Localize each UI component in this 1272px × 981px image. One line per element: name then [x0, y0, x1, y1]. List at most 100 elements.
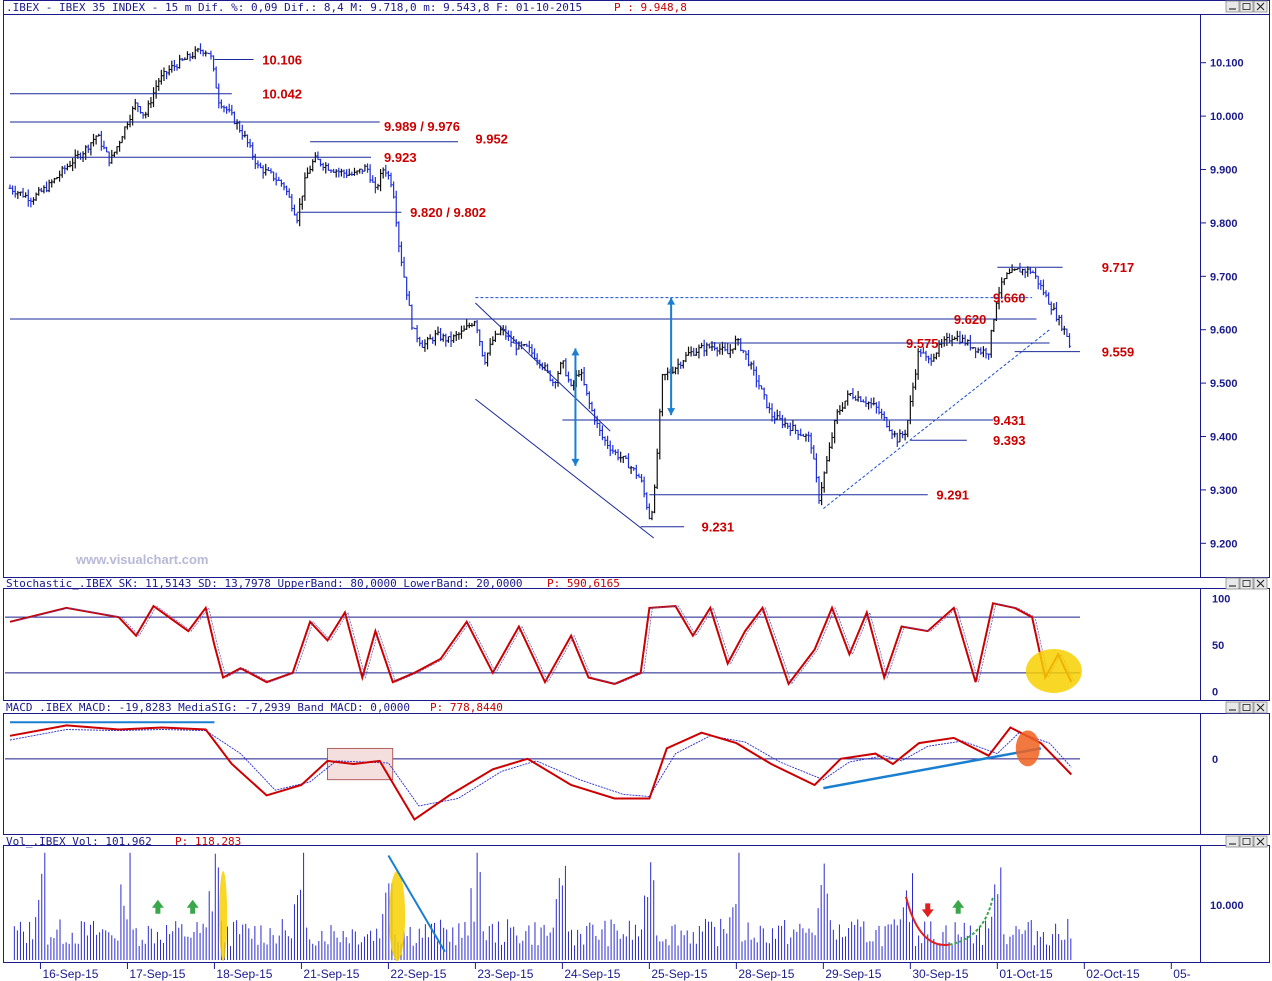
level-label: 9.923	[384, 150, 417, 165]
stoch-highlight	[1025, 648, 1082, 693]
level-label: 9.575	[906, 336, 939, 351]
y-tick-label: 100	[1212, 594, 1230, 606]
level-label: 9.231	[702, 520, 735, 535]
measure-arrow-head	[571, 458, 580, 466]
close-button[interactable]	[1253, 701, 1268, 714]
vol-curve-green	[949, 896, 994, 946]
macd-header: MACD_.IBEX MACD: -19,8283 MediaSIG: -7,2…	[6, 701, 410, 714]
y-tick-label: 9.800	[1210, 218, 1238, 230]
level-label: 10.106	[262, 53, 302, 68]
price-header-extra: P : 9.948,8	[614, 1, 687, 14]
x-tick-label: 05-	[1173, 967, 1190, 981]
vol-highlight	[389, 871, 406, 961]
x-tick-label: 16-Sep-15	[42, 967, 98, 981]
stoch-header: Stochastic_.IBEX SK: 11,5143 SD: 13,7978…	[6, 577, 523, 590]
x-tick-label: 30-Sep-15	[912, 967, 968, 981]
x-tick-label: 22-Sep-15	[390, 967, 446, 981]
macd-header-extra: P: 778,8440	[430, 701, 503, 714]
level-label: 9.559	[1102, 345, 1135, 360]
y-tick-label: 9.400	[1210, 432, 1238, 444]
vol-header: Vol_.IBEX Vol: 101.962	[6, 835, 152, 848]
price-header: .IBEX - IBEX 35 INDEX - 15 m Dif. %: 0,0…	[6, 1, 582, 14]
volume-panel: 10.000	[13, 852, 1244, 961]
minimize-button[interactable]	[1225, 835, 1240, 848]
macd-trend	[823, 747, 1042, 790]
y-tick-label: 9.300	[1210, 485, 1238, 497]
channel-upper	[475, 302, 611, 432]
level-label: 10.042	[262, 87, 302, 102]
x-tick-label: 23-Sep-15	[477, 967, 533, 981]
x-tick-label: 29-Sep-15	[825, 967, 881, 981]
y-tick-label: 9.900	[1210, 165, 1238, 177]
x-tick-label: 25-Sep-15	[651, 967, 707, 981]
price-panel: 10.100 10.000 9.900 9.800 9.700 9.600 9.500 9.4…	[8, 43, 1244, 550]
close-button[interactable]	[1253, 577, 1268, 590]
level-label: 9.431	[993, 413, 1026, 428]
y-tick-label: 9.500	[1210, 378, 1238, 390]
stoch-header-extra: P: 590,6165	[547, 577, 620, 590]
up-arrow-icon	[186, 899, 199, 914]
minimize-button[interactable]	[1225, 0, 1240, 13]
stochastic-panel: 100 50 0	[5, 594, 1230, 698]
stoch-sk-line	[9, 602, 1073, 686]
level-label: 9.620	[954, 312, 987, 327]
maximize-button[interactable]	[1239, 577, 1254, 590]
vol-trend	[387, 854, 446, 953]
down-arrow-icon	[921, 903, 934, 918]
channel-lower	[475, 398, 655, 539]
up-arrow-icon	[952, 899, 965, 914]
vol-header-extra: P: 118.283	[175, 835, 241, 848]
y-tick-label: 0	[1212, 686, 1218, 698]
x-tick-label: 24-Sep-15	[564, 967, 620, 981]
y-tick-label: 10.000	[1210, 111, 1244, 123]
close-button[interactable]	[1253, 0, 1268, 13]
y-tick-label: 10.000	[1210, 900, 1244, 912]
date-axis: 16-Sep-15 17-Sep-15 18-Sep-15 21-Sep-15 22-S…	[39, 963, 1191, 981]
y-tick-label: 50	[1212, 640, 1224, 652]
stoch-sd-line	[12, 602, 1075, 685]
x-tick-label: 01-Oct-15	[999, 967, 1053, 981]
macd-highlight	[1015, 730, 1040, 767]
maximize-button[interactable]	[1239, 701, 1254, 714]
measure-arrow-head	[667, 408, 676, 416]
y-tick-label: 0	[1212, 754, 1218, 766]
level-label: 9.291	[936, 488, 969, 503]
macd-panel: 0	[5, 721, 1218, 821]
vol-highlight	[219, 871, 228, 961]
y-tick-label: 9.600	[1210, 325, 1238, 337]
x-tick-label: 18-Sep-15	[216, 967, 272, 981]
close-button[interactable]	[1253, 835, 1268, 848]
watermark: www.visualchart.com	[75, 552, 208, 567]
macd-window-buttons	[1225, 701, 1268, 714]
y-tick-label: 9.200	[1210, 538, 1238, 550]
x-tick-label: 02-Oct-15	[1086, 967, 1140, 981]
minimize-button[interactable]	[1225, 701, 1240, 714]
level-label: 9.717	[1102, 260, 1135, 275]
level-label: 9.660	[993, 291, 1026, 306]
level-label: 9.820 / 9.802	[410, 205, 486, 220]
panel-frames	[3, 0, 1270, 963]
macd-line	[9, 724, 1073, 821]
level-label: 9.393	[993, 433, 1026, 448]
x-tick-label: 17-Sep-15	[129, 967, 185, 981]
macd-signal-line	[9, 729, 1072, 807]
x-tick-label: 28-Sep-15	[738, 967, 794, 981]
maximize-button[interactable]	[1239, 0, 1254, 13]
minimize-button[interactable]	[1225, 577, 1240, 590]
y-tick-label: 9.700	[1210, 271, 1238, 283]
y-tick-label: 10.100	[1210, 58, 1244, 70]
trend-dashed	[823, 329, 1050, 509]
vol-window-buttons	[1225, 835, 1268, 848]
maximize-button[interactable]	[1239, 835, 1254, 848]
measure-arrow-head	[667, 297, 676, 305]
stoch-window-buttons	[1225, 577, 1268, 590]
level-label: 9.989 / 9.976	[384, 119, 460, 134]
x-tick-label: 21-Sep-15	[303, 967, 359, 981]
vol-curve-red	[905, 896, 950, 946]
level-label: 9.952	[475, 132, 508, 147]
up-arrow-icon	[151, 899, 164, 914]
price-window-buttons	[1225, 0, 1268, 13]
measure-arrow-head	[571, 348, 580, 356]
